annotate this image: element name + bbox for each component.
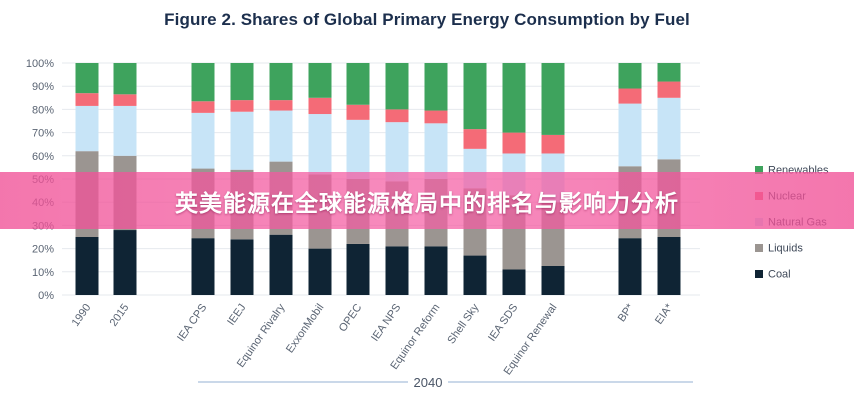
bar-segment-renewables bbox=[385, 63, 409, 110]
chart-title: Figure 2. Shares of Global Primary Energ… bbox=[164, 10, 690, 29]
bar-segment-natural-gas bbox=[346, 119, 370, 179]
overlay-banner: 英美能源在全球能源格局中的排名与影响力分析 bbox=[0, 172, 854, 229]
bar-segment-nuclear bbox=[424, 110, 448, 124]
bar-segment-nuclear bbox=[308, 97, 332, 115]
bar-segment-coal bbox=[230, 239, 254, 295]
x-tick-label: Shell Sky bbox=[445, 301, 481, 346]
legend-swatch bbox=[755, 166, 763, 174]
x-tick-label: OPEC bbox=[337, 302, 365, 334]
bar-segment-nuclear bbox=[191, 101, 215, 113]
bar-segment-natural-gas bbox=[113, 105, 137, 156]
bar-segment-coal bbox=[463, 255, 487, 295]
bar-segment-nuclear bbox=[463, 129, 487, 149]
legend-swatch bbox=[755, 270, 763, 278]
bar-segment-renewables bbox=[191, 63, 215, 102]
bar-segment-renewables bbox=[463, 63, 487, 130]
legend-swatch bbox=[755, 244, 763, 252]
bar-segment-coal bbox=[618, 238, 642, 295]
bar-segment-renewables bbox=[113, 63, 137, 95]
bar-segment-coal bbox=[308, 248, 332, 295]
bar-segment-renewables bbox=[346, 63, 370, 105]
bar-segment-renewables bbox=[308, 63, 332, 98]
bar-segment-renewables bbox=[269, 63, 293, 101]
bar-segment-coal bbox=[113, 230, 137, 295]
bar-segment-nuclear bbox=[346, 104, 370, 120]
bar-segment-coal bbox=[191, 238, 215, 295]
bar-segment-coal bbox=[346, 243, 370, 295]
y-tick-label: 60% bbox=[32, 151, 54, 163]
x-tick-label: IEA SDS bbox=[486, 302, 520, 344]
y-tick-label: 70% bbox=[32, 128, 54, 140]
bar-segment-natural-gas bbox=[424, 123, 448, 179]
bar-segment-coal bbox=[657, 237, 681, 295]
bar-segment-natural-gas bbox=[269, 110, 293, 162]
bar-segment-natural-gas bbox=[230, 111, 254, 170]
y-tick-label: 80% bbox=[32, 104, 54, 116]
bar-segment-nuclear bbox=[230, 100, 254, 112]
bar-segment-renewables bbox=[618, 63, 642, 89]
x-tick-label: 1990 bbox=[70, 302, 94, 329]
banner-text: 英美能源在全球能源格局中的排名与影响力分析 bbox=[175, 190, 679, 217]
x-tick-label: 2015 bbox=[108, 302, 132, 329]
bar-segment-renewables bbox=[657, 63, 681, 82]
y-tick-label: 10% bbox=[32, 267, 54, 279]
bar-segment-natural-gas bbox=[657, 97, 681, 160]
bar-segment-renewables bbox=[75, 63, 99, 94]
x-tick-label: IEA CPS bbox=[175, 302, 209, 344]
bar-segment-coal bbox=[541, 266, 565, 295]
bar-segment-natural-gas bbox=[75, 105, 99, 152]
bar-segment-coal bbox=[269, 234, 293, 295]
bar-segment-coal bbox=[75, 237, 99, 295]
y-tick-label: 20% bbox=[32, 244, 54, 256]
bar-segment-nuclear bbox=[385, 109, 409, 123]
bar-segment-nuclear bbox=[113, 94, 137, 106]
bar-segment-natural-gas bbox=[191, 112, 215, 169]
y-tick-label: 90% bbox=[32, 81, 54, 93]
bar-segment-renewables bbox=[541, 63, 565, 135]
y-tick-label: 0% bbox=[38, 290, 54, 302]
bar-segment-natural-gas bbox=[308, 114, 332, 175]
bar-segment-natural-gas bbox=[385, 122, 409, 182]
x-tick-label: EIA* bbox=[653, 301, 676, 327]
legend-label: Coal bbox=[768, 269, 791, 281]
legend-label: Liquids bbox=[768, 243, 803, 255]
bar-segment-coal bbox=[502, 269, 526, 295]
bar-segment-nuclear bbox=[502, 132, 526, 154]
x-tick-label: IEEJ bbox=[225, 302, 248, 328]
x-tick-label: ExxonMobil bbox=[284, 302, 326, 355]
bar-segment-nuclear bbox=[269, 100, 293, 111]
bar-segment-nuclear bbox=[541, 134, 565, 154]
group-label: 2040 bbox=[414, 375, 443, 390]
y-tick-label: 100% bbox=[26, 58, 54, 70]
bar-segment-renewables bbox=[424, 63, 448, 111]
bar-segment-renewables bbox=[230, 63, 254, 101]
x-tick-label: IEA NPS bbox=[369, 302, 403, 344]
bar-segment-coal bbox=[385, 246, 409, 295]
bar-segment-natural-gas bbox=[618, 103, 642, 167]
bar-segment-nuclear bbox=[657, 81, 681, 98]
bar-segment-renewables bbox=[502, 63, 526, 133]
bar-segment-nuclear bbox=[75, 93, 99, 106]
bar-segment-coal bbox=[424, 246, 448, 295]
bar-segment-nuclear bbox=[618, 88, 642, 104]
x-tick-label: BP* bbox=[616, 301, 637, 324]
group-label-bg bbox=[408, 374, 448, 390]
